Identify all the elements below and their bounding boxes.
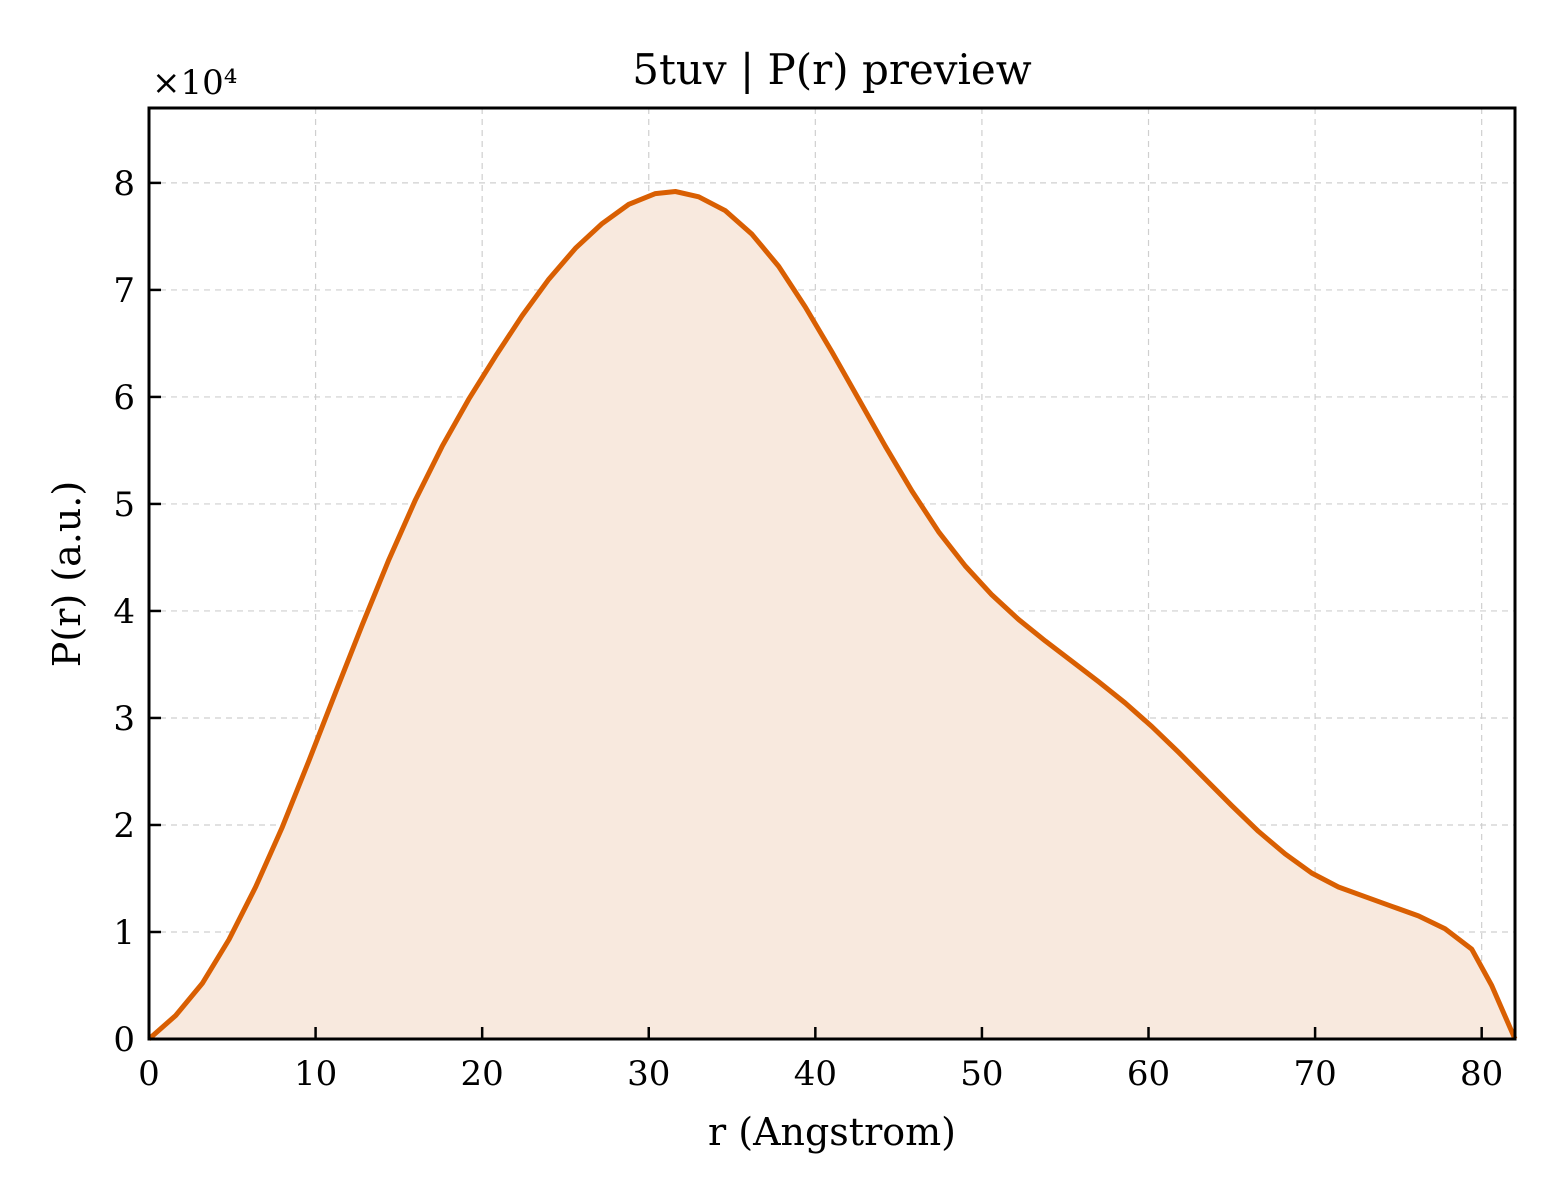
pr-curve-line — [147, 189, 1518, 1041]
axis-ticks: 0 10 20 30 40 50 60 70 80 0 1 2 3 4 5 6 7 8 — [113, 164, 1503, 1094]
y-tick-label: 5 — [113, 485, 135, 525]
x-tick-label: 10 — [294, 1054, 337, 1094]
y-tick-label: 2 — [113, 806, 135, 846]
x-tick-label: 0 — [138, 1054, 160, 1094]
x-tick-label: 80 — [1460, 1054, 1503, 1094]
plot-frame — [147, 106, 1517, 1041]
y-multiplier-label: ×10⁴ — [152, 63, 237, 103]
y-axis-label: P(r) (a.u.) — [45, 481, 89, 667]
y-tick-label: 0 — [113, 1020, 135, 1060]
y-tick-label: 6 — [113, 378, 135, 418]
x-tick-label: 30 — [627, 1054, 670, 1094]
y-tick-label: 7 — [113, 271, 135, 311]
x-tick-label: 60 — [1127, 1054, 1170, 1094]
x-tick-label: 20 — [461, 1054, 504, 1094]
y-tick-label: 4 — [113, 592, 135, 632]
chart-title: 5tuv | P(r) preview — [632, 45, 1032, 94]
y-tick-label: 8 — [113, 164, 135, 204]
x-tick-label: 50 — [960, 1054, 1003, 1094]
y-tick-label: 1 — [113, 913, 135, 953]
y-tick-label: 3 — [113, 699, 135, 739]
x-tick-label: 70 — [1293, 1054, 1336, 1094]
x-axis-label: r (Angstrom) — [708, 1110, 956, 1154]
pr-area-fill — [149, 191, 1515, 1039]
x-tick-label: 40 — [794, 1054, 837, 1094]
